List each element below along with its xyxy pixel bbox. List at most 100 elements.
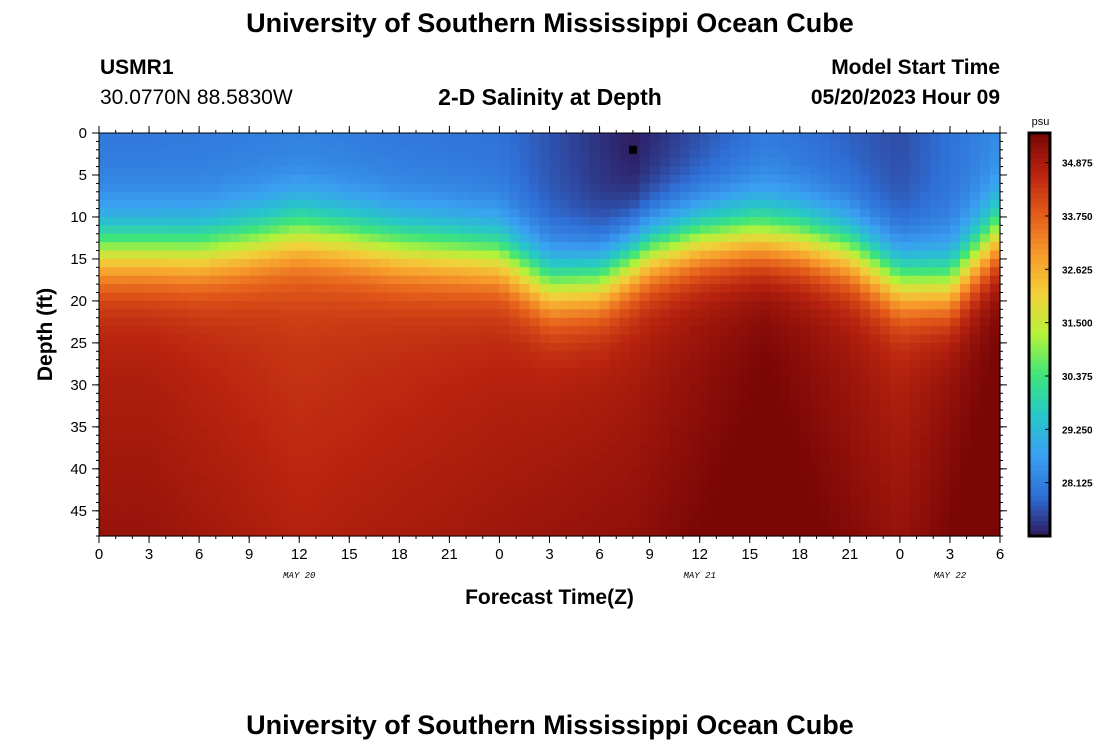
heatmap-cell bbox=[609, 502, 621, 512]
heatmap-cell bbox=[489, 452, 501, 462]
heatmap-cell bbox=[189, 191, 200, 201]
heatmap-cell bbox=[809, 250, 821, 260]
heatmap-cell bbox=[519, 519, 531, 529]
heatmap-cell bbox=[769, 141, 781, 151]
heatmap-cell bbox=[489, 410, 501, 420]
heatmap-cell bbox=[339, 342, 350, 352]
heatmap-cell bbox=[789, 485, 801, 495]
heatmap-cell bbox=[839, 225, 851, 235]
heatmap-cell bbox=[269, 359, 280, 369]
heatmap-cell bbox=[499, 342, 511, 352]
heatmap-cell bbox=[589, 426, 601, 436]
heatmap-cell bbox=[189, 468, 200, 478]
heatmap-cell bbox=[549, 384, 561, 394]
heatmap-cell bbox=[389, 359, 400, 369]
heatmap-cell bbox=[819, 326, 831, 336]
heatmap-cell bbox=[499, 485, 511, 495]
heatmap-cell bbox=[859, 468, 871, 478]
heatmap-cell bbox=[619, 216, 631, 226]
heatmap-cell bbox=[389, 326, 400, 336]
heatmap-cell bbox=[189, 376, 200, 386]
heatmap-cell bbox=[319, 418, 330, 428]
heatmap-cell bbox=[429, 275, 440, 285]
heatmap-cell bbox=[559, 258, 571, 268]
heatmap-cell bbox=[989, 133, 1001, 142]
heatmap-cell bbox=[829, 233, 841, 243]
heatmap-cell bbox=[479, 368, 491, 378]
heatmap-cell bbox=[949, 133, 961, 142]
heatmap-cell bbox=[839, 494, 851, 504]
heatmap-cell bbox=[559, 334, 571, 344]
heatmap-cell bbox=[319, 317, 330, 327]
heatmap-cell bbox=[109, 183, 120, 193]
heatmap-cell bbox=[189, 401, 200, 411]
heatmap-cell bbox=[479, 300, 491, 310]
heatmap-cell bbox=[949, 300, 961, 310]
heatmap-cell bbox=[749, 502, 761, 512]
heatmap-cell bbox=[539, 284, 551, 294]
heatmap-cell bbox=[859, 334, 871, 344]
heatmap-cell bbox=[869, 300, 881, 310]
heatmap-cell bbox=[269, 275, 280, 285]
heatmap-cell bbox=[669, 418, 681, 428]
heatmap-cell bbox=[979, 519, 991, 529]
heatmap-cell bbox=[629, 191, 641, 201]
heatmap-cell bbox=[569, 368, 581, 378]
heatmap-cell bbox=[749, 393, 761, 403]
heatmap-cell bbox=[139, 502, 150, 512]
heatmap-cell bbox=[579, 376, 591, 386]
heatmap-cell bbox=[279, 183, 290, 193]
heatmap-cell bbox=[779, 158, 791, 168]
heatmap-cell bbox=[719, 326, 731, 336]
heatmap-cell bbox=[699, 435, 711, 445]
heatmap-cell bbox=[389, 292, 400, 302]
heatmap-cell bbox=[469, 233, 481, 243]
heatmap-cell bbox=[369, 225, 380, 235]
heatmap-cell bbox=[309, 376, 320, 386]
heatmap-cell bbox=[669, 250, 681, 260]
heatmap-cell bbox=[599, 527, 611, 537]
heatmap-cell bbox=[719, 250, 731, 260]
heatmap-cell bbox=[929, 326, 941, 336]
heatmap-cell bbox=[889, 519, 901, 529]
heatmap-cell bbox=[149, 342, 160, 352]
heatmap-cell bbox=[919, 477, 931, 487]
heatmap-cell bbox=[359, 342, 370, 352]
heatmap-cell bbox=[149, 258, 160, 268]
heatmap-cell bbox=[129, 342, 140, 352]
heatmap-cell bbox=[809, 435, 821, 445]
heatmap-cell bbox=[779, 208, 791, 218]
heatmap-cell bbox=[689, 351, 701, 361]
heatmap-cell bbox=[309, 510, 320, 520]
heatmap-cell bbox=[199, 233, 210, 243]
heatmap-cell bbox=[219, 200, 230, 210]
heatmap-cell bbox=[559, 502, 571, 512]
heatmap-cell bbox=[749, 452, 761, 462]
heatmap-cell bbox=[149, 141, 160, 151]
heatmap-cell bbox=[699, 208, 711, 218]
heatmap-cell bbox=[689, 191, 701, 201]
heatmap-cell bbox=[819, 300, 831, 310]
heatmap-cell bbox=[169, 208, 180, 218]
heatmap-cell bbox=[309, 334, 320, 344]
heatmap-cell bbox=[219, 384, 230, 394]
heatmap-cell bbox=[879, 300, 891, 310]
heatmap-cell bbox=[509, 174, 521, 184]
heatmap-cell bbox=[359, 435, 370, 445]
heatmap-cell bbox=[879, 191, 891, 201]
heatmap-cell bbox=[159, 309, 170, 319]
heatmap-cell bbox=[579, 158, 591, 168]
heatmap-cell bbox=[339, 477, 350, 487]
heatmap-cell bbox=[719, 418, 731, 428]
heatmap-cell bbox=[599, 418, 611, 428]
heatmap-cell bbox=[689, 200, 701, 210]
heatmap-cell bbox=[709, 208, 721, 218]
heatmap-cell bbox=[279, 174, 290, 184]
heatmap-cell bbox=[259, 351, 270, 361]
heatmap-cell bbox=[409, 208, 420, 218]
heatmap-cell bbox=[899, 233, 911, 243]
heatmap-cell bbox=[479, 494, 491, 504]
heatmap-cell bbox=[519, 275, 531, 285]
heatmap-cell bbox=[659, 460, 671, 470]
heatmap-cell bbox=[109, 435, 120, 445]
